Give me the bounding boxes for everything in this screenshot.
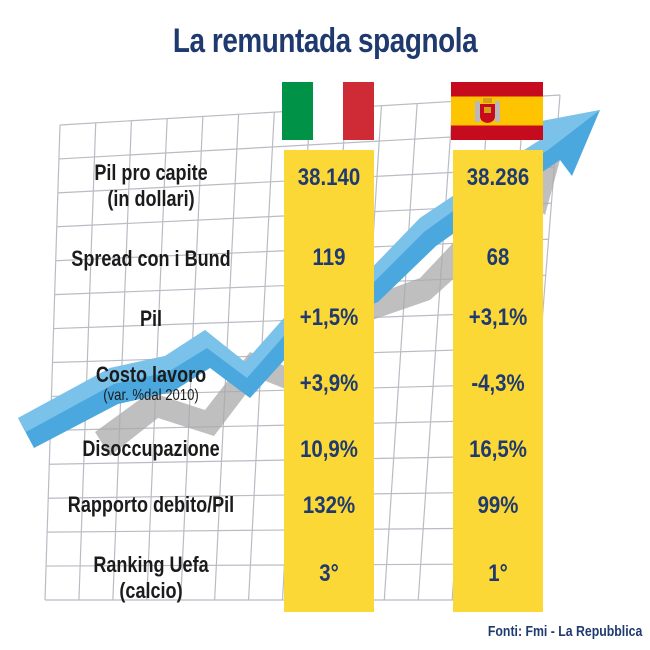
row-label: Pil pro capite (in dollari) <box>44 160 259 212</box>
grid-line <box>417 101 454 601</box>
row-sublabel: (var. %dal 2010) <box>103 387 199 404</box>
growth-arrow-highlight <box>18 110 600 432</box>
row-label-text: Ranking Uefa <box>93 552 209 577</box>
page-title: La remuntada spagnola <box>172 22 478 60</box>
row-label: Spread con i Bund <box>44 246 259 272</box>
italy-value: 132% <box>302 492 356 519</box>
row-label: Disoccupazione <box>44 436 259 462</box>
row-label: Rapporto debito/Pil <box>44 492 259 518</box>
italy-column <box>284 150 374 612</box>
spain-value: 99% <box>477 492 519 519</box>
row-label-text: Disoccupazione <box>82 436 220 461</box>
italy-value: 119 <box>312 244 346 271</box>
row-label-text: Pil pro capite <box>94 160 208 185</box>
italy-value: +1,5% <box>299 304 359 331</box>
row-sublabel: (calcio) <box>119 578 183 603</box>
italy-value: 38.140 <box>297 164 361 191</box>
row-sublabel: (in dollari) <box>107 186 195 211</box>
spain-column <box>453 150 543 612</box>
row-label: Pil <box>44 306 259 332</box>
italy-value: 10,9% <box>300 436 358 463</box>
italy-value: 3° <box>319 560 339 587</box>
row-label-text: Spread con i Bund <box>71 246 231 271</box>
spain-value: 68 <box>486 244 510 271</box>
row-label: Costo lavoro (var. %dal 2010) <box>44 362 259 404</box>
source-note: Fonti: Fmi - La Repubblica <box>487 623 642 640</box>
spain-value: 38.286 <box>466 164 530 191</box>
row-label-text: Pil <box>139 306 163 331</box>
italy-value: +3,9% <box>299 370 359 397</box>
spain-value: 16,5% <box>469 436 527 463</box>
italy-flag-icon <box>282 82 375 140</box>
grid-line <box>383 103 418 601</box>
row-label-text: Costo lavoro <box>95 362 207 387</box>
row-label: Ranking Uefa (calcio) <box>44 552 259 604</box>
spain-flag-icon <box>451 82 543 140</box>
spain-value: -4,3% <box>471 370 525 397</box>
row-label-text: Rapporto debito/Pil <box>67 492 235 517</box>
spain-value: 1° <box>488 560 508 587</box>
spain-value: +3,1% <box>468 304 528 331</box>
